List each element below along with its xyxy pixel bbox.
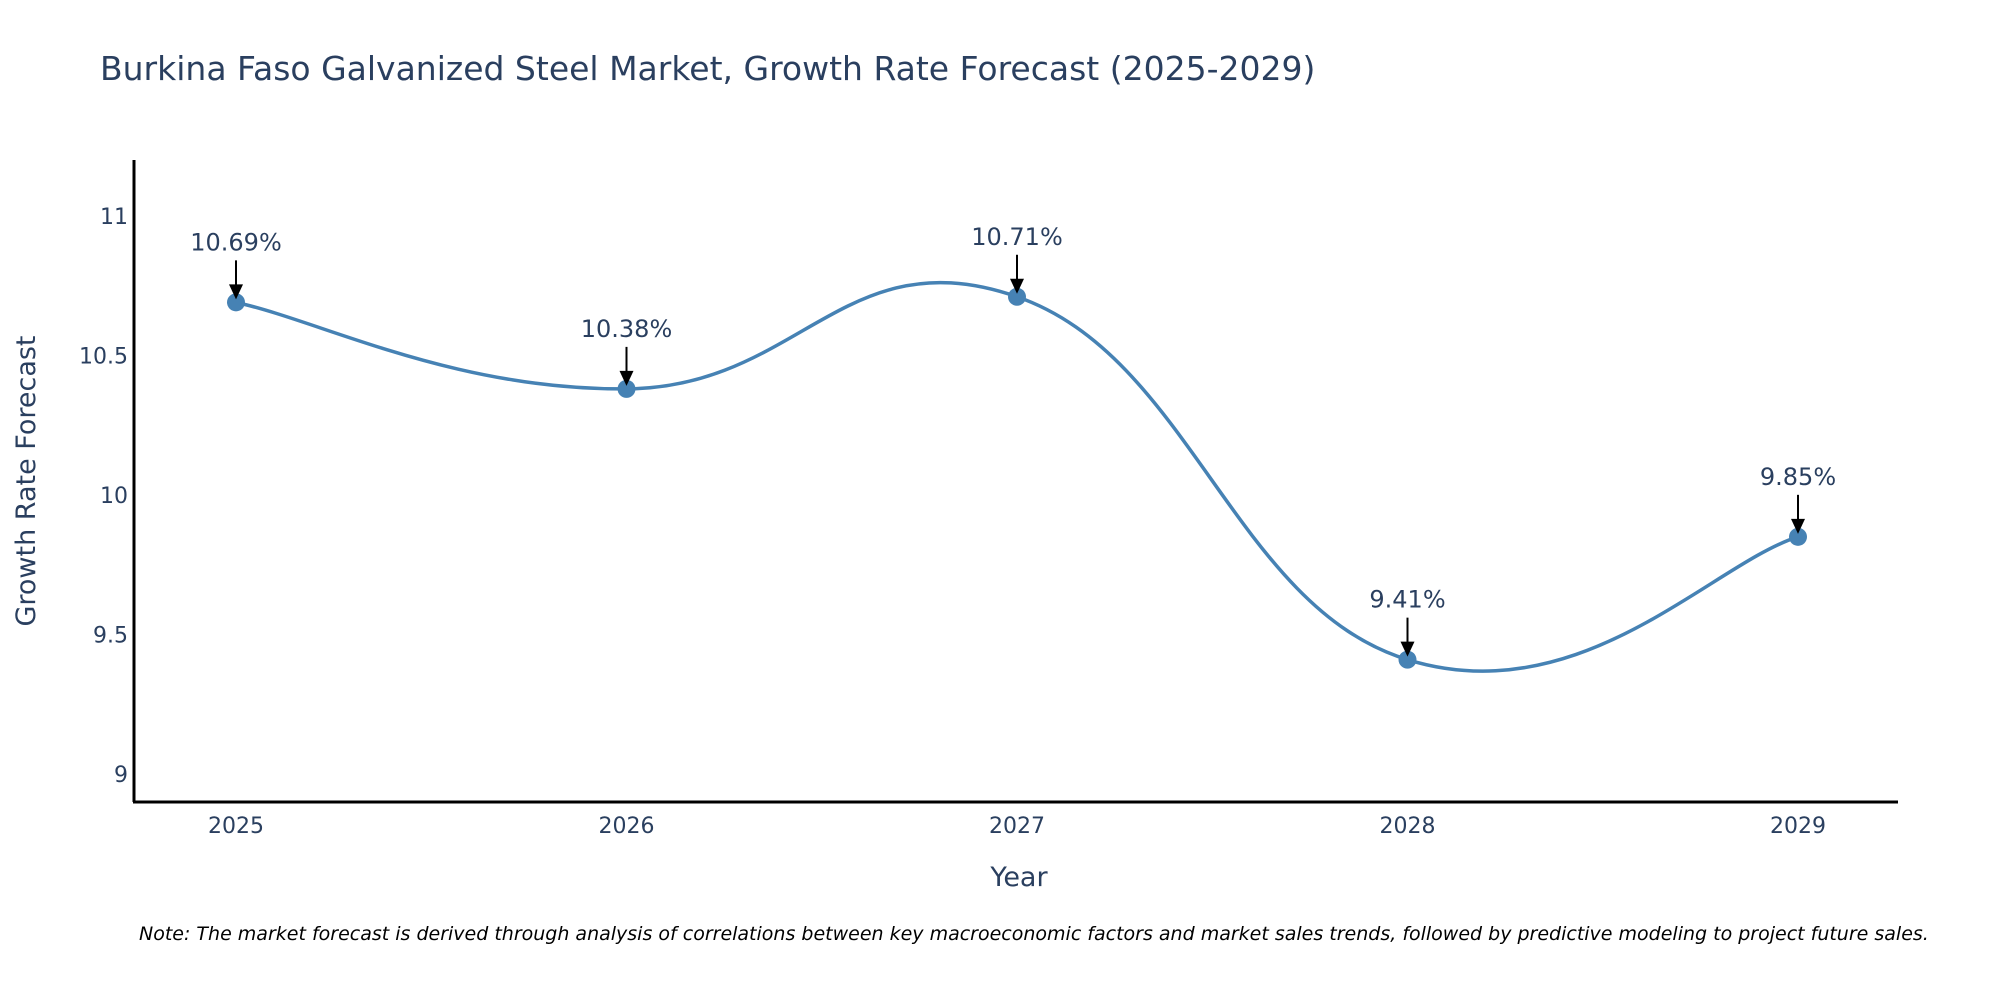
annotation-arrow-head (619, 370, 634, 386)
data-point-2026 (617, 379, 636, 398)
x-tick-label: 2025 (208, 814, 264, 839)
annotation-arrow-head (1010, 278, 1024, 294)
data-label: 9.85% (1760, 463, 1836, 491)
y-tick-label: 11 (100, 205, 128, 230)
data-point-markers (227, 287, 1807, 669)
annotation-arrow-head (1400, 641, 1415, 657)
data-point-2027 (1008, 287, 1026, 306)
x-tick-label: 2029 (1770, 814, 1826, 839)
y-axis-ticks: 9 9.5 10 10.5 11 (79, 205, 128, 788)
growth-rate-series-line (235, 280, 1799, 673)
data-label: 10.69% (190, 228, 282, 256)
x-tick-label: 2028 (1380, 814, 1436, 839)
y-tick-label: 10 (100, 484, 128, 509)
x-tick-label: 2026 (599, 814, 655, 839)
y-tick-label: 10.5 (79, 344, 128, 369)
data-label-annotations: 10.69% 10.38% 10.71% 9.41% 9.85% (190, 223, 1836, 657)
y-tick-label: 9 (114, 763, 128, 788)
annotation-arrow-head (229, 284, 243, 300)
y-axis-title: Growth Rate Forecast (11, 335, 42, 626)
data-point-2029 (1789, 527, 1807, 546)
chart-title: Burkina Faso Galvanized Steel Market, Gr… (100, 49, 1315, 88)
x-axis-title: Year (989, 862, 1048, 893)
y-tick-label: 9.5 (93, 624, 128, 649)
data-point-2028 (1398, 650, 1417, 669)
data-label: 9.41% (1369, 586, 1445, 614)
data-label: 10.38% (581, 315, 673, 343)
annotation-arrow-head (1791, 518, 1805, 534)
x-axis-ticks: 2025 2026 2027 2028 2029 (208, 814, 1826, 839)
data-point-2025 (227, 293, 245, 312)
chart-note: Note: The market forecast is derived thr… (139, 923, 1929, 945)
x-tick-label: 2027 (989, 814, 1045, 839)
data-label: 10.71% (971, 223, 1063, 251)
